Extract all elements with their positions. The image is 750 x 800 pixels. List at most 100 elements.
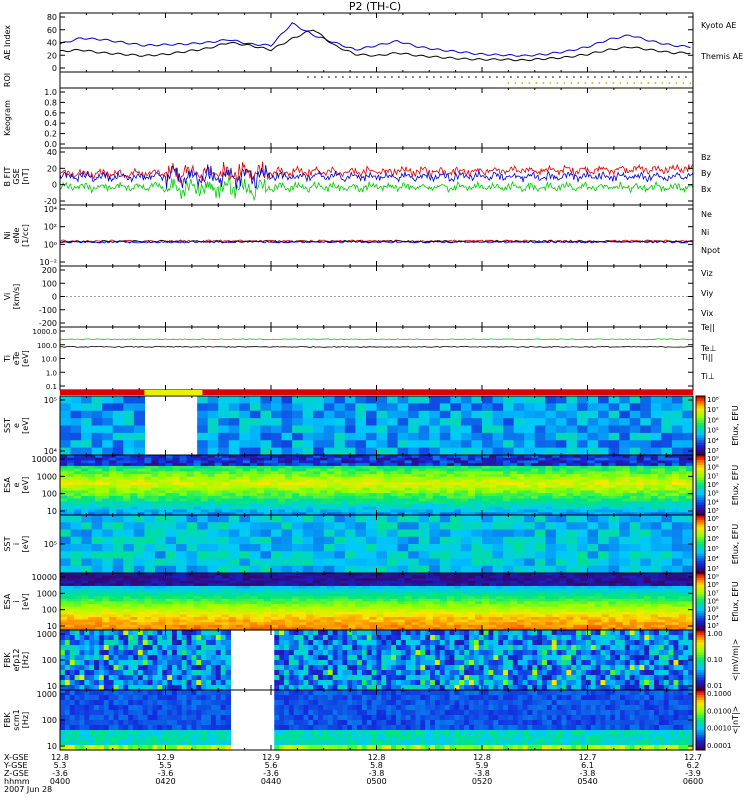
esa_i-cell — [60, 573, 68, 577]
esa_e-cell — [552, 471, 560, 475]
esa_i-cell — [144, 624, 153, 629]
sst_e-cell — [598, 432, 610, 441]
esa_e-cell — [418, 487, 427, 492]
sst_i-cell — [355, 544, 367, 552]
velocity-ylabel: Vi — [3, 293, 12, 301]
sst_e-cell — [450, 432, 462, 441]
esa_i-cell — [320, 619, 328, 623]
sst_i-cell — [365, 522, 378, 531]
esa_e-cell — [678, 509, 687, 513]
sst_e-cell — [271, 447, 283, 456]
esa_e-cell — [411, 501, 420, 505]
sst_i-cell — [397, 529, 409, 538]
esa_e-cell — [221, 509, 230, 513]
esa_e-cell — [517, 487, 525, 492]
esa_e-cell — [629, 504, 638, 508]
esa_i-cell — [165, 588, 174, 592]
esa_i-cell — [172, 614, 181, 618]
esa_i-cell — [235, 617, 244, 621]
esa_i-cell — [383, 619, 392, 623]
sst_e-cell — [576, 432, 589, 441]
esa_i-cell — [334, 585, 342, 590]
sst_i-cell — [503, 522, 515, 531]
esa_e-cell — [341, 506, 349, 511]
velocity-zero-dot — [122, 296, 124, 297]
esa_i-cell — [88, 604, 96, 608]
esa_e-cell — [510, 482, 518, 486]
esa_e-cell — [566, 457, 575, 462]
esa_e-cell — [636, 498, 645, 502]
roi-dot — [454, 76, 456, 78]
esa_e-cell — [594, 498, 603, 502]
esa_e-cell — [172, 509, 181, 513]
esa_e-cell — [130, 509, 138, 513]
esa_i-cell — [144, 588, 153, 592]
esa_e-cell — [299, 479, 307, 483]
sst_i-cell — [503, 515, 515, 523]
bfield-series-0 — [59, 161, 694, 184]
esa_e-cell — [580, 509, 589, 513]
velocity-zero-dot — [274, 296, 276, 297]
esa_e-cell — [482, 501, 490, 505]
esa_e-cell — [292, 455, 300, 459]
esa_e-cell — [362, 498, 371, 502]
esa_e-cell — [636, 476, 645, 481]
esa_i-cell — [221, 622, 230, 626]
esa_e-cell — [566, 512, 575, 516]
esa_e-cell — [214, 493, 223, 497]
esa_e-cell — [559, 468, 567, 472]
esa_i-cell — [172, 611, 181, 616]
esa_i-cell — [116, 604, 124, 608]
esa_e-cell — [95, 498, 103, 502]
esa_i-cell — [341, 591, 349, 595]
sst_e-cell — [91, 418, 103, 427]
esa_e-cell — [489, 460, 497, 464]
esa_e-cell — [221, 479, 230, 483]
esa_i-cell — [341, 609, 349, 613]
sst_i-cell — [365, 515, 378, 523]
sst_i-cell — [671, 515, 684, 523]
esa_i-cell — [130, 614, 138, 618]
esa_i-cell — [242, 591, 251, 595]
esa_i-cell — [355, 624, 364, 629]
esa_e-cell — [235, 460, 244, 464]
esa_e-cell — [411, 506, 420, 511]
sst_i-cell — [334, 515, 346, 523]
esa_e-cell — [517, 501, 525, 505]
esa_i-cell — [151, 611, 160, 616]
esa_e-cell — [271, 509, 279, 513]
sst_e-cell — [218, 418, 230, 427]
esa_e-colorbar-tick: 10³ — [707, 507, 719, 515]
esa_i-cell — [81, 580, 89, 584]
sst_i-cell — [165, 558, 177, 567]
esa_e-cell — [601, 476, 610, 481]
roi-dot-yellow — [549, 82, 552, 84]
sst_e-cell — [524, 410, 536, 419]
sst_e-cell — [81, 410, 93, 419]
esa_e-cell — [235, 487, 244, 492]
esa_i-cell — [271, 573, 279, 577]
esa_e-cell — [552, 468, 560, 472]
esa_e-cell — [207, 498, 216, 502]
esa_e-cell — [235, 504, 244, 508]
sst_e-cell — [81, 432, 93, 441]
esa_e-cell — [629, 485, 638, 489]
esa_e-cell — [453, 509, 462, 513]
sst_e-cell — [650, 403, 662, 412]
esa_e-cell — [193, 495, 202, 500]
sst_e-cell — [323, 425, 335, 434]
sst_i-cell — [576, 544, 589, 552]
esa_e-cell — [369, 498, 378, 502]
esa_e-cell — [460, 474, 469, 478]
esa_e-cell — [418, 457, 427, 462]
esa_e-cell — [425, 506, 434, 511]
esa_i-cell — [144, 622, 153, 626]
esa_e-cell — [74, 455, 82, 459]
esa_i-cell — [102, 617, 110, 621]
sst_i-cell — [555, 515, 567, 523]
esa_e-cell — [165, 501, 174, 505]
sst_e-cell — [387, 410, 399, 419]
esa_e-cell — [130, 479, 138, 483]
esa_i-cell — [299, 583, 307, 587]
esa_i-cell — [390, 580, 399, 584]
